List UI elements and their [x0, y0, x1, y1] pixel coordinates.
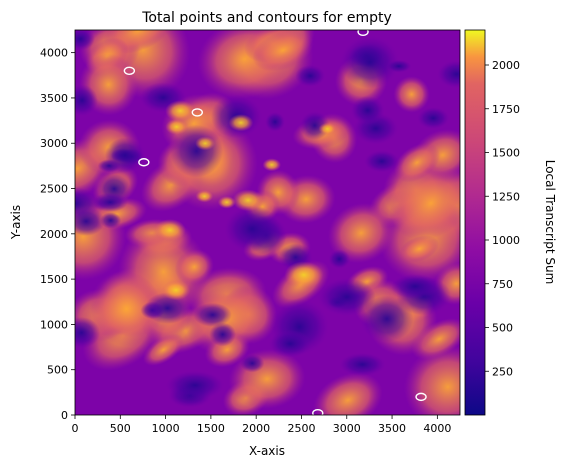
y-tick-label: 4000 [40, 47, 68, 60]
x-tick-label: 2500 [287, 422, 315, 435]
contour-2 [138, 158, 150, 167]
y-axis-ticks: 0 500 1000 1500 2000 2500 3000 3500 4000 [40, 47, 75, 422]
y-tick-label: 3500 [40, 92, 68, 105]
x-tick-label: 1500 [197, 422, 225, 435]
y-tick-label: 500 [47, 364, 68, 377]
colorbar-tick-label: 1500 [492, 147, 520, 160]
heat-blob-cold [328, 249, 351, 269]
heat-blob-cold [75, 30, 95, 51]
heat-blob-cold [144, 292, 191, 324]
heat-blob-hot [90, 270, 163, 347]
heat-blob-hot [327, 202, 395, 264]
x-tick-label: 3000 [333, 422, 361, 435]
x-axis-ticks: 0 500 1000 1500 2000 2500 3000 3500 4000 [72, 415, 451, 435]
y-axis-label: Y-axis [9, 205, 23, 240]
heat-blob-hot [174, 249, 214, 285]
heat-blob-cold [339, 352, 386, 377]
colorbar [464, 29, 486, 416]
y-tick-label: 2500 [40, 183, 68, 196]
contour-3 [357, 27, 369, 37]
heat-blob-peak [161, 280, 191, 301]
contour-0 [123, 66, 136, 75]
x-tick-label: 0 [72, 422, 79, 435]
contour-1 [191, 108, 203, 117]
heat-blob-cold [390, 274, 440, 299]
heat-blob-peak [165, 100, 196, 122]
x-tick-label: 3500 [378, 422, 406, 435]
colorbar-tick-label: 2000 [492, 59, 520, 72]
heat-blob-cold [350, 95, 385, 125]
heat-blob-cold [364, 150, 400, 173]
heat-blob-peak [228, 114, 254, 132]
heat-blob-hot [389, 166, 460, 241]
contour-5 [312, 408, 324, 418]
heat-blob-cold [104, 137, 146, 173]
heat-blob-cold [417, 106, 450, 130]
heat-blob-peak [318, 122, 337, 136]
x-tick-label: 4000 [423, 422, 451, 435]
heat-blob-peak [284, 261, 324, 289]
heat-blob-peak [217, 196, 236, 209]
heatmap-area [75, 30, 460, 415]
colorbar-label: Local Transcript Sum [543, 160, 557, 285]
contour-group [123, 27, 427, 418]
colorbar-ticks: 250 500 750 1000 1250 1500 1750 2000 [485, 59, 520, 378]
colorbar-tick-label: 750 [492, 278, 513, 291]
heat-blob-cold [193, 302, 232, 327]
contour-4 [415, 392, 427, 402]
heat-blob-peak [195, 190, 214, 203]
heat-blob-peak [165, 118, 188, 135]
y-tick-label: 1000 [40, 318, 68, 331]
heat-blob-hot [393, 76, 430, 113]
heat-blob-cold [317, 278, 376, 316]
heat-blob-cold [75, 316, 101, 349]
x-tick-label: 500 [110, 422, 131, 435]
heat-blob-cold [75, 84, 98, 117]
x-axis-label: X-axis [249, 444, 285, 458]
x-tick-label: 2000 [242, 422, 270, 435]
heat-blob-cold [268, 329, 312, 358]
heat-blob-cold [92, 192, 128, 212]
heat-blob-peak [195, 136, 216, 151]
heat-blob-cold [295, 64, 326, 87]
heat-blob-cold [437, 60, 460, 89]
x-tick-label: 1000 [152, 422, 180, 435]
colorbar-tick-label: 1250 [492, 190, 520, 203]
heat-blob-hot [393, 143, 441, 183]
heat-blob-cold [165, 370, 224, 400]
y-tick-label: 3000 [40, 137, 68, 150]
colorbar-tick-label: 500 [492, 322, 513, 335]
heat-blob-cold [100, 212, 122, 229]
heat-blob-cold [224, 205, 280, 253]
y-tick-label: 0 [61, 409, 68, 422]
heat-blob-hot [252, 30, 314, 72]
heat-blob-peak [154, 219, 186, 242]
heat-blob-hot [399, 235, 439, 263]
heat-blob-cold [340, 35, 400, 89]
chart-title: Total points and contours for empty [141, 10, 392, 26]
heat-blob-peak [232, 189, 264, 212]
heat-blob-cold [209, 322, 237, 347]
heat-blob-hot [404, 345, 460, 415]
heat-blob-peak [262, 158, 282, 172]
heat-blob-cold [360, 295, 414, 343]
heat-blob-hot [313, 372, 383, 415]
heat-blob-cold [75, 206, 106, 236]
y-tick-label: 1500 [40, 273, 68, 286]
heat-blob-cold [264, 111, 286, 132]
y-tick-label: 2000 [40, 228, 68, 241]
colorbar-tick-label: 1000 [492, 234, 520, 247]
heat-blob-cold [240, 354, 265, 373]
colorbar-tick-label: 250 [492, 365, 513, 378]
colorbar-tick-label: 1750 [492, 103, 520, 116]
plot-frame [74, 29, 461, 416]
heat-blob-cold [386, 59, 412, 73]
